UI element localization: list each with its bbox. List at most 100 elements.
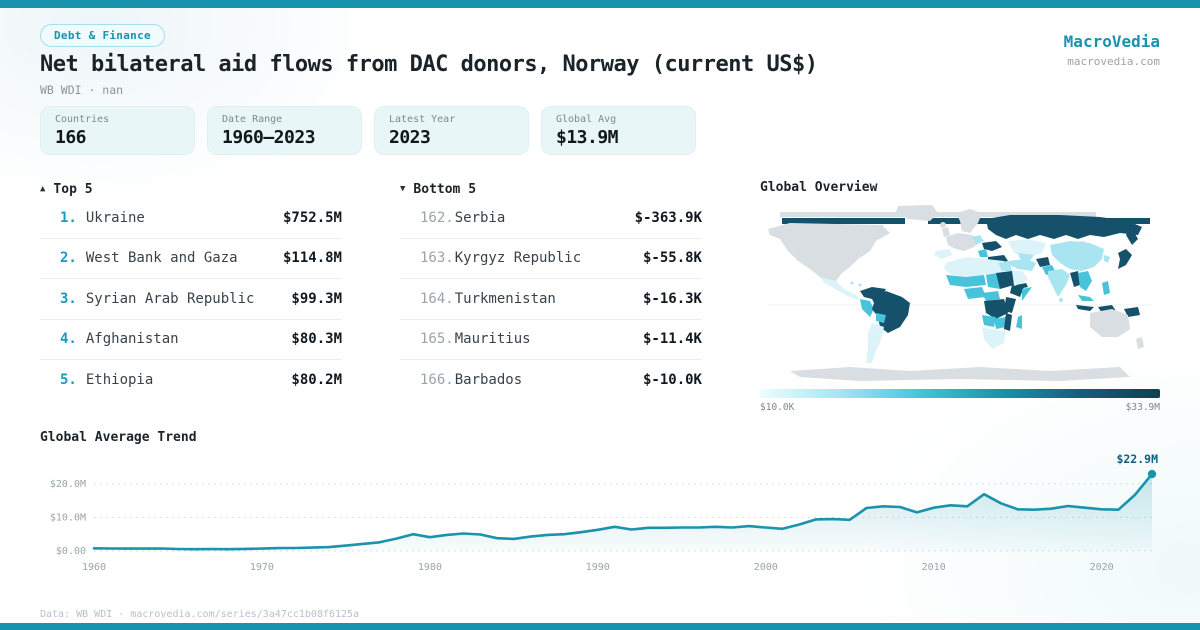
country-value: $-16.3K — [642, 290, 702, 307]
list-item: 4. Afghanistan $80.3M — [40, 320, 342, 360]
list-item: 163. Kyrgyz Republic $-55.8K — [400, 239, 702, 279]
stat-value: 166 — [55, 127, 87, 148]
trend-title: Global Average Trend — [40, 430, 197, 445]
trend-end-dot — [1147, 469, 1157, 479]
rank-label: 162. — [420, 209, 454, 226]
list-item: 164. Turkmenistan $-16.3K — [400, 279, 702, 320]
rank-label: 1. — [60, 209, 77, 226]
country-value: $752.5M — [282, 209, 342, 226]
stat-label: Date Range — [222, 114, 283, 125]
trend-area — [94, 474, 1152, 551]
global-overview-panel: Global Overview — [760, 180, 1160, 413]
country-value: $80.3M — [291, 331, 342, 348]
triangle-down-icon: ▼ — [400, 184, 406, 194]
x-axis-tick-label: 1990 — [586, 562, 610, 573]
x-axis-tick-label: 2010 — [922, 562, 946, 573]
country-name: Turkmenistan — [454, 290, 556, 307]
map-region-africa — [944, 257, 1032, 349]
map-region-south-america — [860, 287, 910, 363]
rank-label: 165. — [420, 331, 454, 348]
top5-header: ▲ Top 5 — [40, 180, 342, 198]
country-name: Mauritius — [454, 331, 531, 348]
stat-card-date-range: Date Range 1960—2023 — [207, 106, 362, 155]
stat-label: Countries — [55, 114, 110, 125]
map-scale-labels: $10.0K $33.9M — [760, 402, 1160, 413]
country-name: Syrian Arab Republic — [85, 290, 255, 307]
map-region-europe — [934, 209, 1002, 259]
rank-label: 166. — [420, 371, 454, 388]
trend-chart-svg: $0.00 $10.0M $20.0M 1960 1970 1980 1990 2000 201… — [50, 452, 1158, 573]
rank-label: 163. — [420, 250, 454, 267]
x-axis-tick-label: 1980 — [418, 562, 442, 573]
y-axis-tick-label: $10.0M — [50, 512, 86, 523]
world-map-svg — [768, 205, 1152, 381]
bottom5-panel: ▼ Bottom 5 162. Serbia $-363.9K 163. Kyr… — [400, 180, 702, 400]
map-title: Global Overview — [760, 180, 878, 195]
list-item: 165. Mauritius $-11.4K — [400, 320, 702, 360]
country-value: $99.3M — [291, 290, 342, 307]
list-item: 162. Serbia $-363.9K — [400, 198, 702, 239]
country-value: $80.2M — [291, 371, 342, 388]
country-name: Barbados — [454, 371, 523, 388]
country-value: $-55.8K — [642, 250, 702, 267]
stat-value: 1960—2023 — [222, 127, 316, 148]
page-subtitle: WB WDI · nan — [40, 83, 124, 97]
category-badge[interactable]: Debt & Finance — [40, 24, 165, 47]
stat-card-countries: Countries 166 — [40, 106, 195, 155]
rank-label: 164. — [420, 290, 454, 307]
country-value: $-10.0K — [642, 371, 702, 388]
x-axis-tick-label: 2000 — [754, 562, 778, 573]
country-name: Ukraine — [85, 209, 145, 226]
list-item: 166. Barbados $-10.0K — [400, 360, 702, 400]
stat-card-latest-year: Latest Year 2023 — [374, 106, 529, 155]
top5-header-label: Top 5 — [53, 181, 93, 197]
map-scale-max: $33.9M — [1125, 402, 1160, 413]
footer-source-link[interactable]: Data: WB WDI · macrovedia.com/series/3a4… — [40, 609, 360, 620]
rank-label: 2. — [60, 250, 77, 267]
brand-block: MacroVedia macrovedia.com — [1064, 32, 1160, 68]
list-item: 3. Syrian Arab Republic $99.3M — [40, 279, 342, 320]
list-item: 2. West Bank and Gaza $114.8M — [40, 239, 342, 279]
map-scale-min: $10.0K — [760, 402, 795, 413]
x-axis-tick-label: 2020 — [1090, 562, 1114, 573]
country-name: Afghanistan — [85, 331, 179, 348]
country-name: Kyrgyz Republic — [454, 250, 582, 267]
y-axis-tick-label: $20.0M — [50, 479, 86, 490]
x-axis-tick-label: 1970 — [250, 562, 274, 573]
stat-card-global-avg: Global Avg $13.9M — [541, 106, 696, 155]
map-color-scale — [760, 389, 1160, 398]
brand-name[interactable]: MacroVedia — [1063, 32, 1160, 51]
list-item: 5. Ethiopia $80.2M — [40, 360, 342, 400]
stat-label: Latest Year — [389, 114, 456, 125]
triangle-up-icon: ▲ — [40, 184, 46, 194]
bottom5-header-label: Bottom 5 — [413, 181, 477, 197]
country-name: West Bank and Gaza — [85, 250, 238, 267]
map-region-russia-asia — [986, 215, 1142, 302]
trend-end-label: $22.9M — [1116, 452, 1158, 466]
stat-cards-row: Countries 166 Date Range 1960—2023 Lates… — [40, 106, 696, 155]
map-region-north-america — [768, 205, 946, 300]
map-region-oceania — [1076, 305, 1144, 349]
country-value: $-11.4K — [642, 331, 702, 348]
country-name: Serbia — [454, 209, 506, 226]
trend-line — [92, 472, 1154, 551]
top-accent-bar — [0, 0, 1200, 8]
brand-domain[interactable]: macrovedia.com — [1067, 55, 1160, 68]
bottom-accent-bar — [0, 623, 1200, 630]
map-region-antarctica — [790, 367, 1130, 381]
bottom5-header: ▼ Bottom 5 — [400, 180, 702, 198]
y-axis-tick-label: $0.00 — [56, 546, 86, 557]
stat-value: $13.9M — [556, 127, 619, 148]
country-name: Ethiopia — [85, 371, 154, 388]
rank-label: 4. — [60, 331, 77, 348]
rank-label: 5. — [60, 371, 77, 388]
list-item: 1. Ukraine $752.5M — [40, 198, 342, 239]
page-title: Net bilateral aid flows from DAC donors,… — [40, 52, 818, 77]
trend-panel: Global Average Trend $0.00 $10.0M $20.0M 19… — [40, 430, 1160, 577]
rank-label: 3. — [60, 290, 77, 307]
country-value: $114.8M — [282, 250, 342, 267]
top5-panel: ▲ Top 5 1. Ukraine $752.5M 2. West Bank … — [40, 180, 342, 400]
stat-value: 2023 — [389, 127, 431, 148]
stat-label: Global Avg — [556, 114, 617, 125]
x-axis-tick-label: 1960 — [82, 562, 106, 573]
